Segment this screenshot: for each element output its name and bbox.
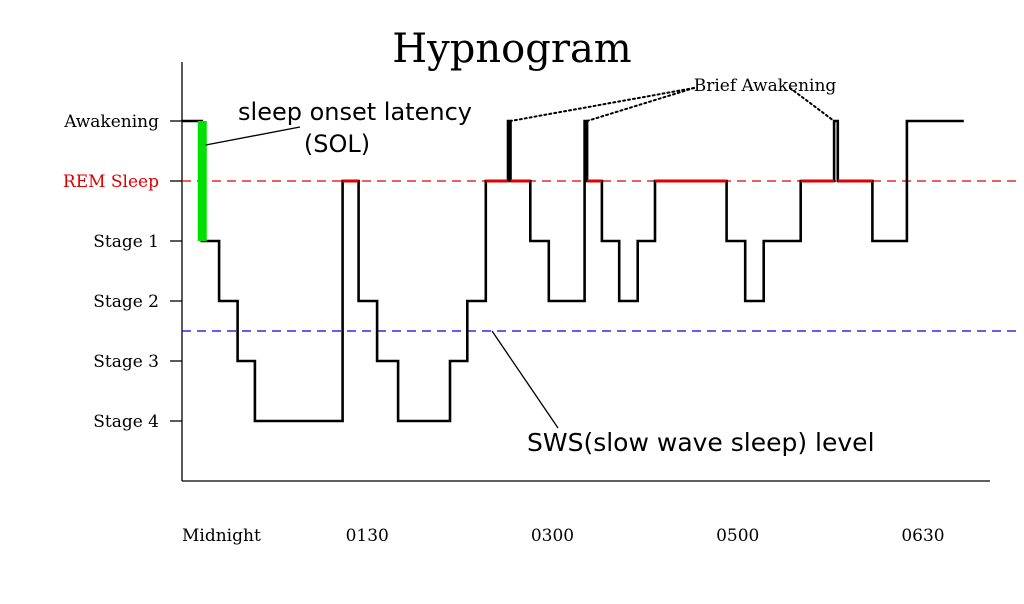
brief-awakening-pointer: [509, 87, 695, 122]
y-tick-label: Stage 4: [93, 412, 159, 432]
y-tick-label: Awakening: [63, 112, 159, 132]
sol-annotation-line1: sleep onset latency: [238, 98, 472, 126]
y-tick-label: Stage 1: [93, 232, 159, 252]
sol-annotation-line2: (SOL): [304, 130, 370, 158]
y-tick-label: Stage 2: [93, 292, 159, 312]
y-axis-labels: Awakening REM Sleep Stage 1 Stage 2 Stage 3 S…: [63, 112, 182, 432]
y-tick-label: Stage 3: [93, 352, 159, 372]
sol-pointer: [205, 126, 301, 146]
brief-awakening-pointer: [586, 87, 695, 122]
x-tick-label: 0630: [901, 526, 944, 546]
sws-annotation: SWS(slow wave sleep) level: [527, 428, 875, 457]
annotations: sleep onset latency (SOL) SWS(slow wave …: [205, 76, 875, 457]
x-tick-label: Midnight: [182, 526, 261, 546]
sol-bar: [197, 121, 207, 241]
x-tick-label: 0300: [531, 526, 574, 546]
sol-marker: [197, 121, 207, 241]
sws-pointer: [491, 330, 559, 429]
x-axis-labels: Midnight 0130 0300 0500 0630: [182, 526, 945, 546]
x-tick-label: 0500: [716, 526, 759, 546]
reference-lines: [182, 180, 1016, 332]
x-tick-label: 0130: [346, 526, 389, 546]
hypnogram-series: [182, 119, 964, 423]
brief-awakening-annotation: Brief Awakening: [694, 76, 837, 96]
axes: [181, 62, 990, 482]
brief-awakening-pointer: [789, 87, 836, 122]
hypnogram-line: [182, 119, 964, 423]
chart-title: Hypnogram: [392, 26, 631, 72]
y-tick-label: REM Sleep: [63, 172, 159, 192]
